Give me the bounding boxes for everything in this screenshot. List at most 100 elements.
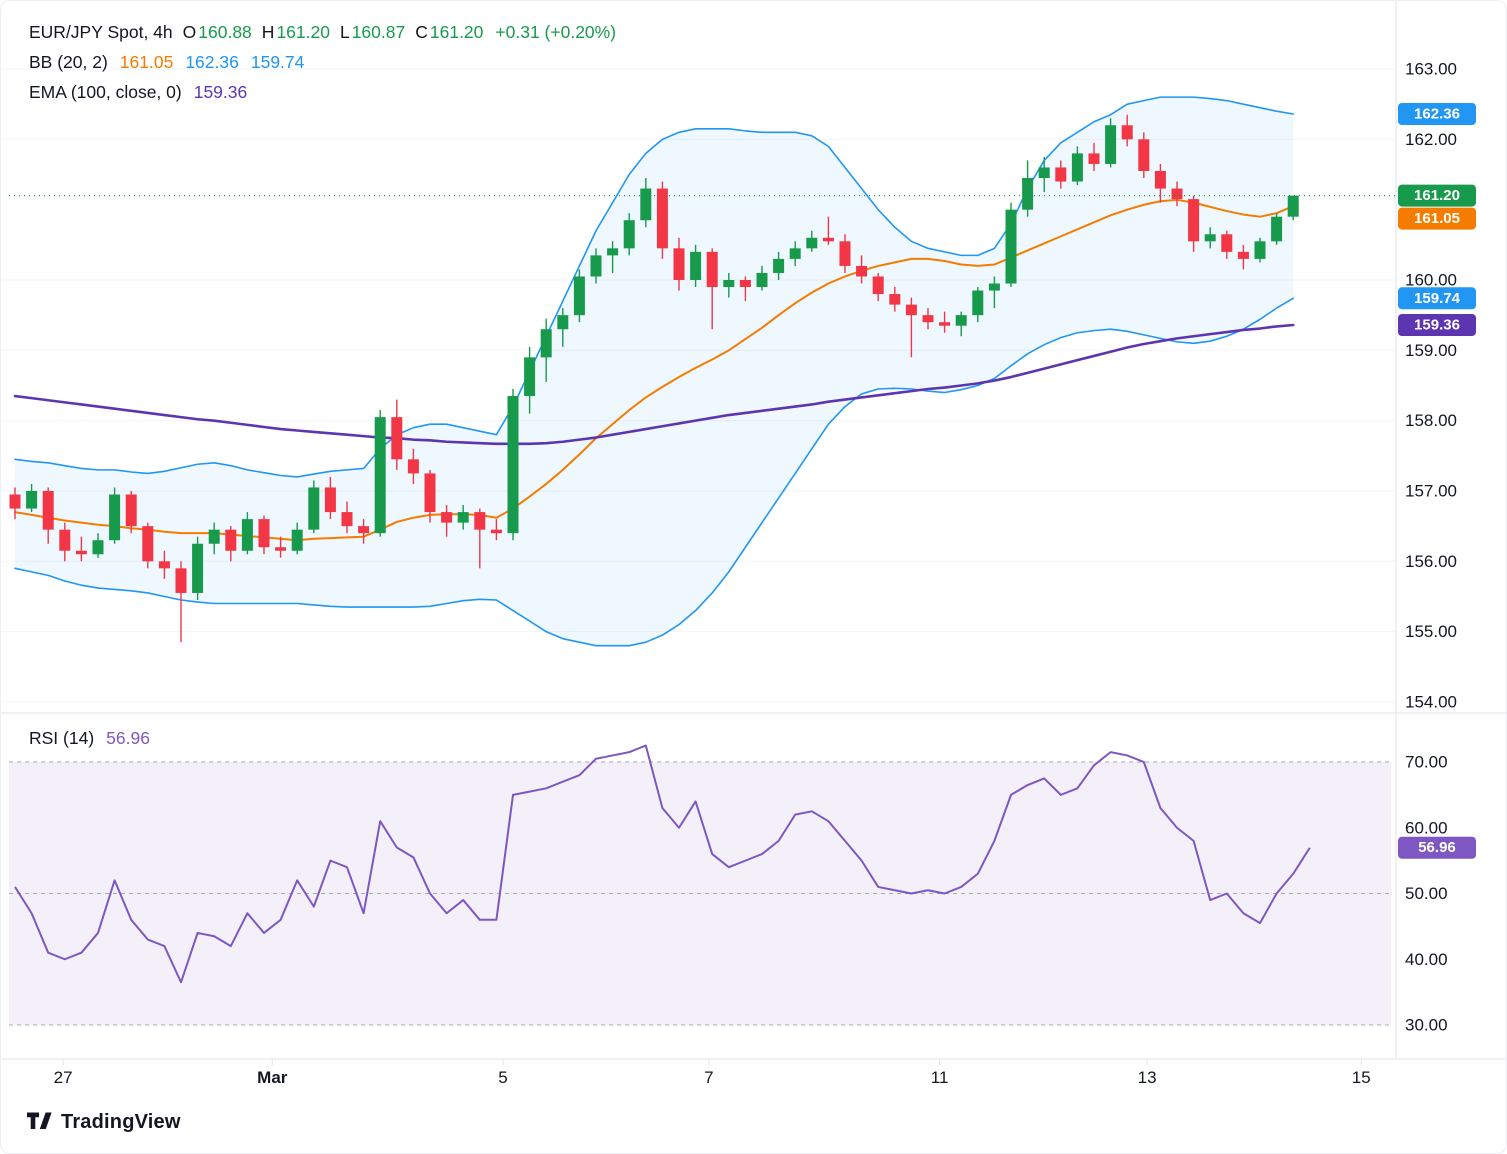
rsi-line [14,744,1311,984]
candle-body [324,487,336,513]
bb-lower-value: 159.74 [250,51,305,72]
price-axis-label: 156.00 [1405,552,1457,571]
symbol-title: EUR/JPY Spot, 4h [29,21,173,42]
candle-body [723,279,735,288]
candle-body [1022,178,1034,210]
time-axis-label: 7 [704,1068,713,1087]
rsi-legend[interactable]: RSI (14) 56.96 [29,723,150,753]
bb-basis-value: 161.05 [119,51,174,72]
ema-indicator-label: EMA (100, close, 0) [29,81,182,102]
time-axis-label: 27 [54,1068,73,1087]
candle-body [690,251,702,280]
candle-body [507,396,519,534]
bb-fill-area [15,97,1294,646]
candle-body [474,512,486,530]
svg-text:162.36: 162.36 [1414,106,1460,123]
candle-body [208,529,220,544]
candle-body [756,272,768,288]
candle-body [490,529,502,534]
candle-body [75,550,87,555]
candle-body [872,276,884,295]
ohlc-low: L 160.87 [340,22,405,43]
svg-text:159.36: 159.36 [1414,317,1460,334]
open-key: O [182,21,197,42]
candle-body [939,322,951,326]
candle-body [1055,167,1067,182]
candle-body [1005,209,1017,284]
candle-body [1254,241,1266,259]
rsi-axis[interactable]: 70.00 60.00 50.00 40.00 30.00 56.96 [1398,753,1476,1035]
close-value: 161.20 [429,21,484,42]
candle-body [192,543,204,593]
candle-body [125,494,137,527]
change-value: +0.31 (+0.20%) [495,21,617,42]
candle-body [407,459,419,474]
tradingview-attribution[interactable]: TradingView [27,1111,181,1134]
price-axis[interactable]: 163.00 162.00 160.00 159.00 158.00 157.00 156.… [1398,60,1476,712]
ohlc-open: O 160.88 [183,22,252,43]
price-badge-last-price: 161.20 [1398,184,1476,207]
candle-body [26,490,38,509]
candle-body [1188,199,1200,242]
candle-body [607,248,619,256]
candle-body [391,417,403,460]
ema-value: 159.36 [193,81,248,102]
rsi-axis-label: 40.00 [1405,950,1448,969]
price-badge-ema: 159.36 [1398,314,1476,337]
candle-body [158,561,170,569]
candle-body [1121,125,1133,140]
candle-body [1204,234,1216,242]
candle-body [42,490,54,530]
candle-body [225,529,237,551]
legend-ema-row[interactable]: EMA (100, close, 0) 159.36 [29,77,616,107]
candle-body [1271,216,1283,242]
candle-body [59,529,71,551]
candle-body [822,237,834,242]
rsi-value-badge: 56.96 [1398,836,1476,859]
high-key: H [261,21,275,42]
price-legend: EUR/JPY Spot, 4h O 160.88 H 161.20 L 160.87… [29,17,616,107]
candle-body [640,188,652,221]
tradingview-logo-icon [27,1112,52,1129]
candle-body [241,519,253,551]
price-axis-label: 159.00 [1405,341,1457,360]
rsi-axis-label: 60.00 [1405,818,1448,837]
legend-rsi-row: RSI (14) 56.96 [29,723,150,753]
candle-body [1171,188,1183,200]
price-badge-bb-lower: 159.74 [1398,287,1476,310]
rsi-axis-label: 30.00 [1405,1016,1448,1035]
legend-symbol-row[interactable]: EUR/JPY Spot, 4h O 160.88 H 161.20 L 160.87… [29,17,616,47]
high-value: 161.20 [276,21,330,42]
candle-body [1138,139,1150,171]
candle-body [773,258,785,273]
candle-body [92,540,104,555]
candle-body [988,283,1000,291]
candle-body [789,248,801,259]
candle-body [1221,234,1233,252]
legend-bb-row[interactable]: BB (20, 2) 161.05 162.36 159.74 [29,47,616,77]
candle-body [275,547,287,551]
candle-body [374,417,386,534]
price-axis-label: 158.00 [1405,411,1457,430]
time-axis-label: 13 [1138,1068,1157,1087]
price-badge-bb-upper: 162.36 [1398,103,1476,126]
candle-body [889,294,901,305]
price-axis-label: 155.00 [1405,622,1457,641]
candle-body [839,241,851,266]
candle-body [424,473,436,513]
price-axis-label: 154.00 [1405,692,1457,711]
bb-upper-line [14,96,1294,478]
candle-body [573,276,585,316]
bb-lower-line [14,297,1294,647]
candle-body [308,487,320,530]
candle-body [457,512,469,523]
candle-body [1237,251,1249,259]
time-axis-label: 5 [498,1068,507,1087]
candle-body [1287,195,1299,217]
time-axis[interactable]: 27 Mar 5 7 11 13 15 [54,1059,1371,1087]
candle-body [1071,153,1083,182]
price-axis-label: 160.00 [1405,270,1457,289]
close-key: C [415,21,428,42]
candle-body [175,568,187,593]
